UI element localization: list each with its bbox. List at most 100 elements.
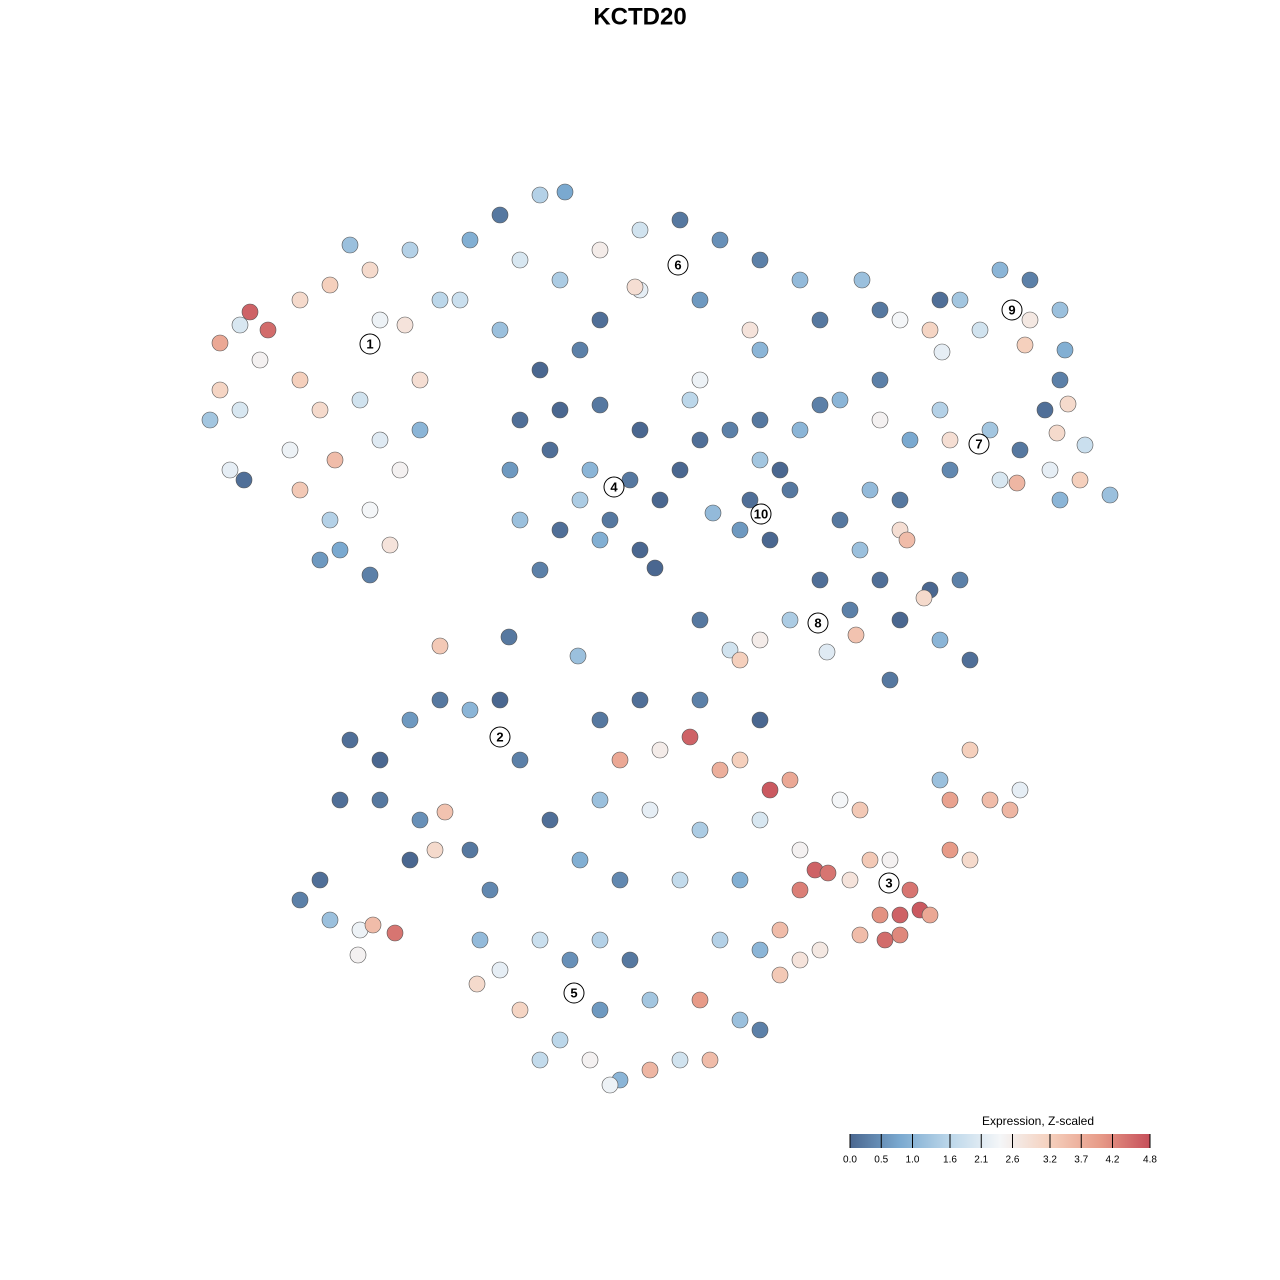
point (551, 521, 569, 539)
point (791, 271, 809, 289)
point (561, 951, 579, 969)
point (401, 241, 419, 259)
point (591, 241, 609, 259)
point (401, 711, 419, 729)
point (468, 975, 486, 993)
point (341, 731, 359, 749)
point (891, 491, 909, 509)
point (741, 491, 759, 509)
point (1036, 401, 1054, 419)
point (349, 946, 367, 964)
point (731, 1011, 749, 1029)
point (1056, 341, 1074, 359)
point (396, 316, 414, 334)
point (751, 941, 769, 959)
point (901, 881, 919, 899)
point (721, 421, 739, 439)
point (791, 421, 809, 439)
cluster-label-bg (1001, 299, 1023, 321)
point (811, 396, 829, 414)
point (591, 396, 609, 414)
cluster-label: 4 (610, 479, 618, 494)
point (1016, 336, 1034, 354)
point (611, 871, 629, 889)
point (431, 291, 449, 309)
point (311, 871, 329, 889)
point (951, 291, 969, 309)
point (541, 811, 559, 829)
colorbar (850, 1134, 1150, 1148)
point (321, 911, 339, 929)
point (371, 791, 389, 809)
point (751, 341, 769, 359)
point (1048, 424, 1066, 442)
point (791, 951, 809, 969)
point (1011, 441, 1029, 459)
point (591, 1001, 609, 1019)
point (241, 303, 259, 321)
point (211, 334, 229, 352)
point (691, 371, 709, 389)
point (326, 451, 344, 469)
point (891, 906, 909, 924)
point (571, 491, 589, 509)
point (1011, 781, 1029, 799)
point (361, 261, 379, 279)
cluster-label-bg (968, 433, 990, 455)
point (1021, 271, 1039, 289)
point (391, 461, 409, 479)
point (1008, 474, 1026, 492)
point (371, 431, 389, 449)
point (646, 559, 664, 577)
point (211, 381, 229, 399)
point (1101, 486, 1119, 504)
point (1051, 371, 1069, 389)
point (321, 276, 339, 294)
point (831, 791, 849, 809)
point (491, 691, 509, 709)
point (941, 461, 959, 479)
cluster-label-bg (878, 872, 900, 894)
point (541, 441, 559, 459)
point (771, 921, 789, 939)
point (591, 311, 609, 329)
point (921, 321, 939, 339)
point (431, 637, 449, 655)
point (871, 371, 889, 389)
point (971, 321, 989, 339)
point (851, 541, 869, 559)
point (991, 471, 1009, 489)
point (551, 401, 569, 419)
point (601, 511, 619, 529)
point (1021, 311, 1039, 329)
point (891, 611, 909, 629)
point (931, 631, 949, 649)
point (641, 991, 659, 1009)
point (341, 236, 359, 254)
point (631, 421, 649, 439)
point (401, 851, 419, 869)
point (701, 1051, 719, 1069)
point (861, 481, 879, 499)
point (731, 521, 749, 539)
colorbar-tick-label: 0.0 (843, 1155, 857, 1166)
point (491, 961, 509, 979)
point (891, 926, 909, 944)
point (531, 931, 549, 949)
point (1059, 395, 1077, 413)
point (321, 511, 339, 529)
point (581, 1051, 599, 1069)
point (364, 916, 382, 934)
point (941, 431, 959, 449)
point (511, 751, 529, 769)
point (841, 871, 859, 889)
point (861, 851, 879, 869)
cluster-label: 5 (570, 985, 577, 1000)
point (731, 871, 749, 889)
point (761, 781, 779, 799)
point (1071, 471, 1089, 489)
point (847, 626, 865, 644)
point (291, 481, 309, 499)
point (671, 1051, 689, 1069)
point (691, 991, 709, 1009)
